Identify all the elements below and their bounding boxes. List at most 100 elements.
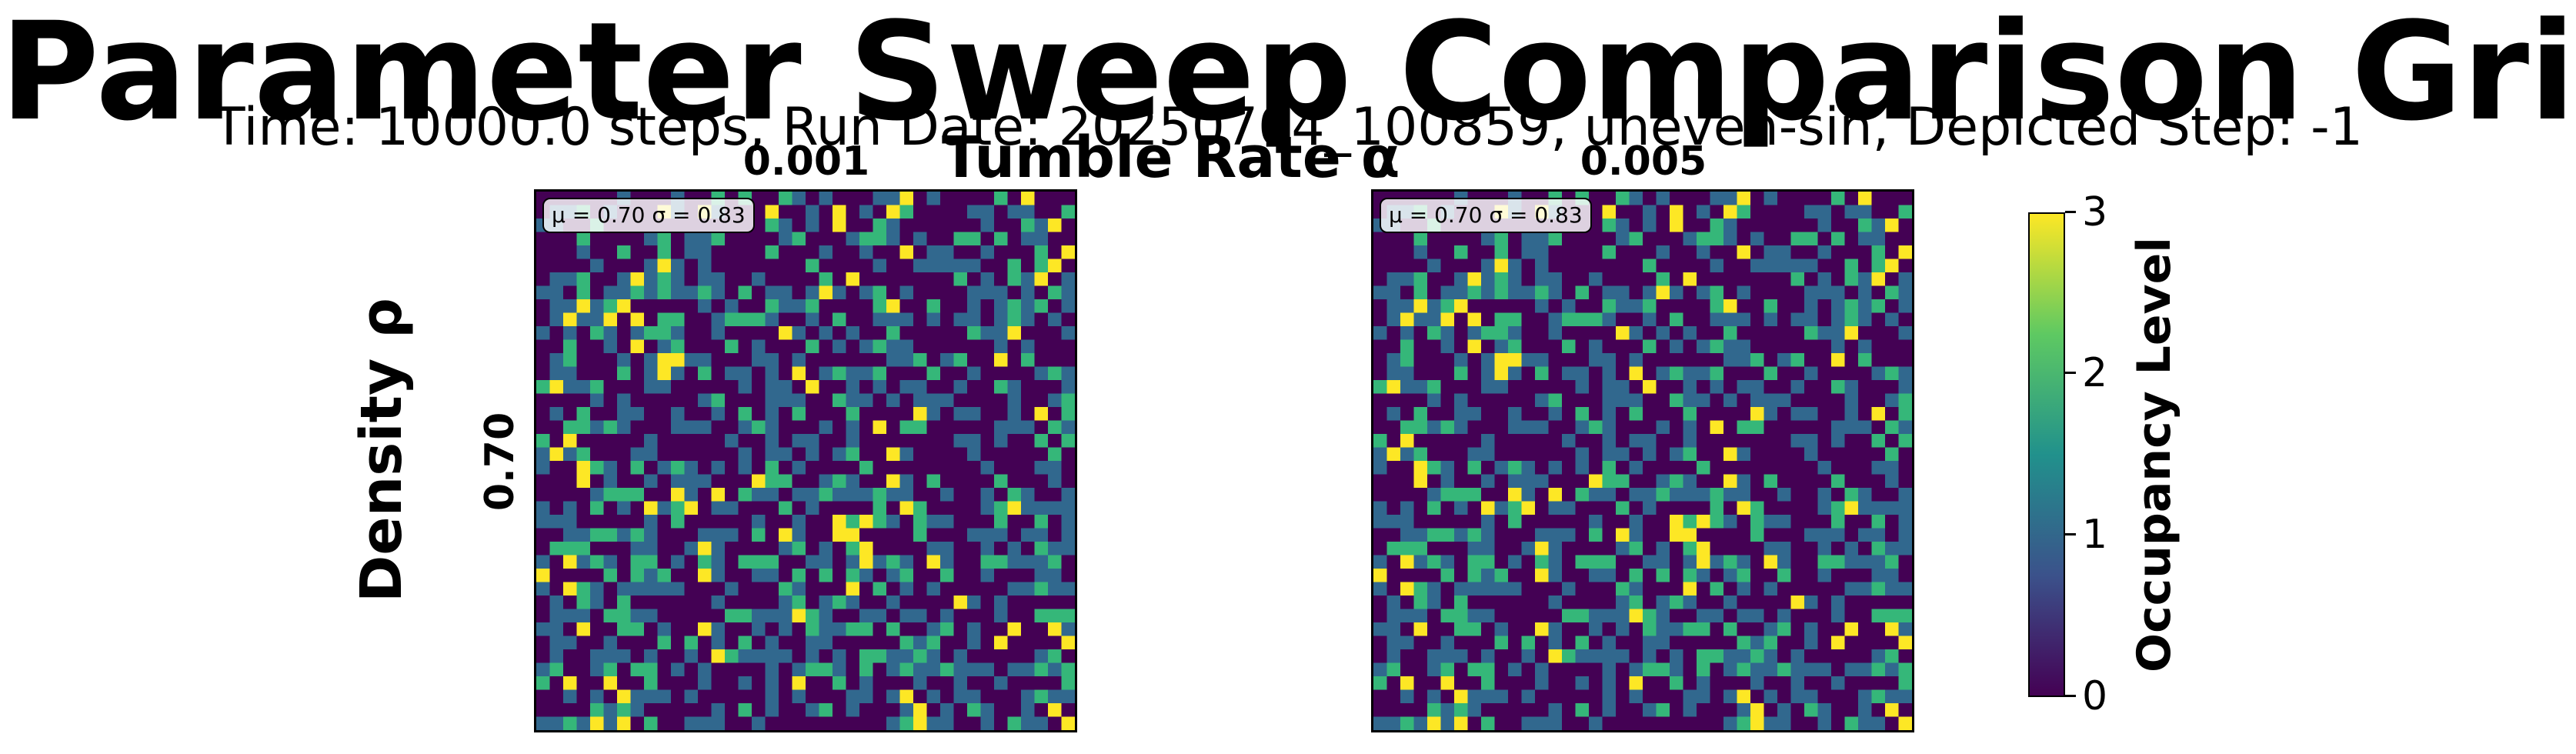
heatmap-cell — [1750, 447, 1764, 462]
heatmap-cell — [792, 555, 806, 569]
heatmap-cell — [1871, 285, 1886, 300]
heatmap-cell — [1602, 420, 1617, 435]
heatmap-cell — [1683, 434, 1697, 448]
heatmap-cell — [1858, 596, 1872, 609]
heatmap-cell — [1007, 192, 1022, 205]
heatmap-cell — [644, 542, 658, 555]
heatmap-cell — [1616, 636, 1630, 650]
heatmap-cell — [953, 716, 968, 730]
heatmap-cell — [1763, 474, 1778, 489]
heatmap-cell — [549, 461, 564, 475]
heatmap-cell — [630, 232, 645, 246]
heatmap-cell — [1885, 582, 1899, 596]
heatmap-cell — [684, 636, 699, 650]
heatmap-cell — [1467, 407, 1482, 421]
heatmap-cell — [1844, 285, 1859, 300]
heatmap-cell — [940, 609, 954, 623]
heatmap-cell — [1575, 716, 1590, 730]
heatmap-cell — [1548, 488, 1563, 502]
heatmap-cell — [576, 501, 591, 515]
heatmap-cell — [1373, 689, 1387, 704]
heatmap-cell — [671, 285, 685, 300]
heatmap-cell — [1831, 474, 1845, 489]
heatmap-cell — [980, 380, 995, 394]
heatmap-cell — [1535, 716, 1549, 730]
heatmap-cell — [980, 245, 995, 259]
heatmap-cell — [1763, 622, 1778, 636]
heatmap-cell — [926, 596, 941, 609]
heatmap-cell — [1535, 689, 1549, 704]
heatmap-cell — [563, 703, 577, 717]
heatmap-cell — [953, 488, 968, 502]
heatmap-cell — [1790, 488, 1805, 502]
heatmap-cell — [1898, 488, 1912, 502]
heatmap-cell — [1777, 515, 1791, 529]
heatmap-cell — [819, 515, 833, 529]
heatmap-cell — [1643, 501, 1657, 515]
heatmap-cell — [1602, 353, 1617, 367]
heatmap-cell — [1616, 582, 1630, 596]
heatmap-cell — [846, 528, 860, 542]
heatmap-cell — [819, 569, 833, 582]
heatmap-cell — [1710, 703, 1724, 717]
heatmap-cell — [833, 326, 846, 340]
heatmap-cell — [926, 232, 941, 246]
heatmap-cell — [819, 542, 833, 555]
heatmap-cell — [725, 703, 739, 717]
heatmap-cell — [1548, 420, 1563, 435]
heatmap-cell — [1061, 339, 1075, 354]
heatmap-cell — [940, 528, 954, 542]
heatmap-cell — [738, 245, 752, 259]
heatmap-cell — [940, 515, 954, 529]
heatmap-cell — [752, 393, 766, 408]
heatmap-cell — [1454, 542, 1468, 555]
heatmap-cell — [1629, 353, 1643, 367]
heatmap-cell — [1021, 326, 1035, 340]
heatmap-cell — [1777, 488, 1791, 502]
heatmap-cell — [1616, 353, 1630, 367]
heatmap-cell — [926, 259, 941, 273]
heatmap-cell — [603, 676, 618, 690]
heatmap-cell — [1386, 245, 1401, 259]
heatmap-cell — [1508, 569, 1522, 582]
heatmap-cell — [1575, 380, 1590, 394]
heatmap-cell — [1777, 609, 1791, 623]
heatmap-cell — [953, 205, 968, 219]
heatmap-cell — [1413, 689, 1428, 704]
heatmap-cell — [1804, 366, 1818, 381]
heatmap-cell — [899, 380, 914, 394]
heatmap-cell — [1481, 447, 1495, 462]
heatmap-cell — [1683, 716, 1697, 730]
heatmap-cell — [994, 420, 1008, 435]
heatmap-cell — [698, 716, 712, 730]
heatmap-cell — [1481, 676, 1495, 690]
heatmap-cell — [1790, 299, 1805, 313]
heatmap-cell — [967, 299, 981, 313]
heatmap-cell — [1616, 716, 1630, 730]
heatmap-cell — [1723, 353, 1737, 367]
heatmap-cell — [1844, 192, 1859, 205]
heatmap-cell — [684, 515, 699, 529]
heatmap-cell — [1777, 407, 1791, 421]
heatmap-cell — [590, 420, 604, 435]
heatmap-cell — [1373, 285, 1387, 300]
heatmap-cell — [1454, 434, 1468, 448]
heatmap-cell — [1454, 259, 1468, 273]
heatmap-cell — [1831, 272, 1845, 286]
heatmap-cell — [1683, 569, 1697, 582]
heatmap-cell — [846, 609, 860, 623]
heatmap-cell — [536, 676, 550, 690]
heatmap-cell — [1670, 447, 1683, 462]
heatmap-cell — [603, 299, 618, 313]
heatmap-cell — [819, 474, 833, 489]
heatmap-cell — [940, 366, 954, 381]
heatmap-cell — [1737, 366, 1751, 381]
heatmap-cell — [617, 380, 631, 394]
heatmap-cell — [617, 716, 631, 730]
heatmap-cell — [846, 649, 860, 663]
heatmap-cell — [1683, 528, 1697, 542]
heatmap-cell — [806, 501, 819, 515]
heatmap-cell — [1575, 609, 1590, 623]
heatmap-cell — [779, 353, 792, 367]
heatmap-cell — [630, 501, 645, 515]
